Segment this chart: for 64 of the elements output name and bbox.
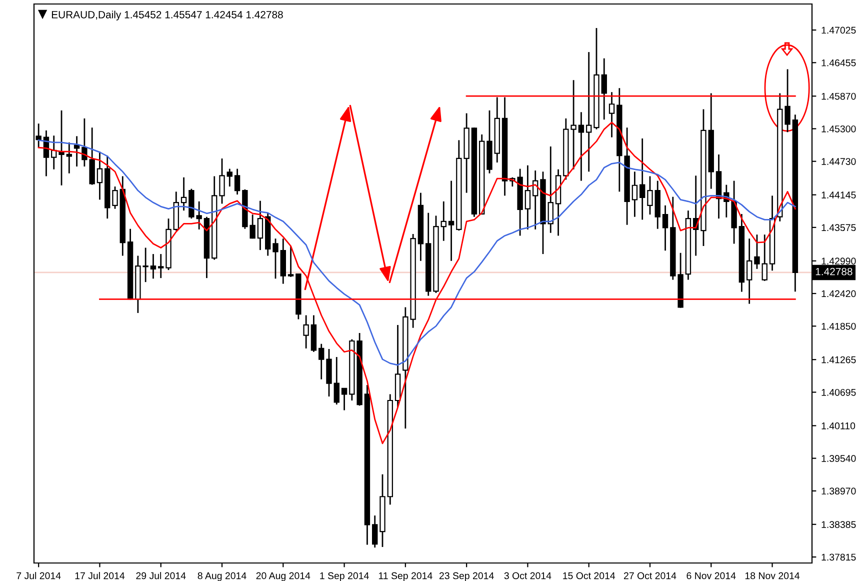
y-tick-label: 1.40110 xyxy=(822,422,856,430)
x-tick-label: 1 Sep 2014 xyxy=(320,572,369,581)
x-tick-label: 6 Nov 2014 xyxy=(686,572,736,580)
x-tick-label: 29 Jul 2014 xyxy=(136,572,186,580)
x-tick-label: 3 Oct 2014 xyxy=(504,572,552,580)
candlestick xyxy=(150,253,156,280)
candlestick xyxy=(601,58,607,120)
candlestick xyxy=(440,200,446,242)
candlestick xyxy=(303,314,309,350)
y-tick-label: 1.45870 xyxy=(822,92,856,100)
y-tick-label: 1.43575 xyxy=(822,224,856,232)
candlestick xyxy=(608,91,615,138)
x-tick-label: 15 Oct 2014 xyxy=(563,572,616,580)
x-tick-label: 17 Jul 2014 xyxy=(75,572,125,580)
y-tick-label: 1.46455 xyxy=(822,59,856,66)
candlestick xyxy=(762,234,768,282)
candlestick xyxy=(226,168,232,188)
candlestick xyxy=(66,142,72,174)
x-tick-label: 11 Sep 2014 xyxy=(378,572,432,581)
x-tick-label: 27 Oct 2014 xyxy=(624,572,676,580)
y-tick-label: 1.42990 xyxy=(822,258,856,265)
candlestick xyxy=(219,158,225,204)
y-tick-label: 1.42420 xyxy=(822,290,856,298)
y-tick-label: 1.41265 xyxy=(822,356,856,364)
ref-line-label: 1.42788 xyxy=(816,268,852,276)
candlestick xyxy=(96,150,103,200)
x-tick-label: 20 Aug 2014 xyxy=(256,572,310,581)
x-tick-label: 18 Nov 2014 xyxy=(745,572,800,580)
candlestick xyxy=(639,138,646,220)
candlestick xyxy=(548,146,554,234)
candlestick xyxy=(746,238,752,305)
candlestick xyxy=(586,51,592,172)
candlestick xyxy=(257,200,264,251)
candlestick xyxy=(372,514,378,548)
y-tick-label: 1.39540 xyxy=(822,455,856,462)
candlestick xyxy=(180,176,187,212)
candlestick xyxy=(112,186,118,210)
y-tick-label: 1.41850 xyxy=(822,322,856,330)
candlestick xyxy=(647,176,653,216)
y-tick-label: 1.40695 xyxy=(822,388,856,396)
y-tick-label: 1.44730 xyxy=(822,158,856,165)
candlestick xyxy=(662,204,668,252)
candlestick xyxy=(448,180,454,262)
candlestick xyxy=(754,234,760,270)
candlestick xyxy=(334,356,340,406)
x-tick-label: 8 Aug 2014 xyxy=(198,572,246,581)
candlestick xyxy=(272,238,278,280)
candlestick xyxy=(288,245,294,278)
y-tick-label: 1.47025 xyxy=(822,26,856,34)
y-tick-label: 1.45300 xyxy=(822,125,856,132)
candlestick xyxy=(318,343,324,380)
x-tick-label: 23 Sep 2014 xyxy=(439,572,494,581)
y-tick-label: 1.38970 xyxy=(822,488,856,495)
candlestick xyxy=(524,164,531,230)
candlestick xyxy=(234,168,240,196)
candlestick xyxy=(578,111,584,182)
candlestick xyxy=(632,170,638,218)
y-tick-label: 1.37815 xyxy=(822,554,856,561)
candlestick xyxy=(341,388,348,411)
candlestick xyxy=(158,253,164,279)
text: EURAUD,Daily 1.45452 1.45547 1.42454 1.42788 xyxy=(52,10,283,20)
y-tick-label: 1.44145 xyxy=(822,192,856,198)
x-tick-label: 7 Jul 2014 xyxy=(16,572,61,580)
y-tick-label: 1.38385 xyxy=(822,521,856,528)
